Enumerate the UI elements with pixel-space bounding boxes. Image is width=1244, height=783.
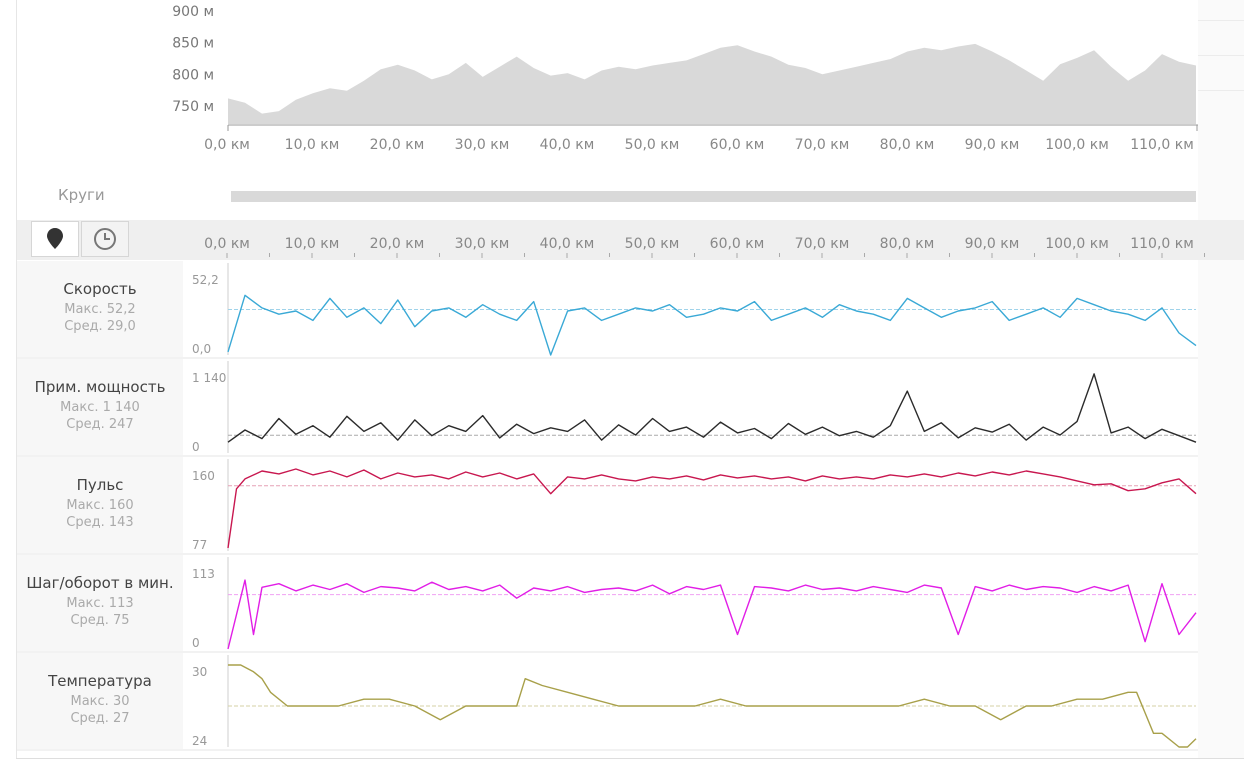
metric-label-hr: Пульс Макс. 160 Сред. 143	[17, 457, 183, 553]
elevation-x-tick: 70,0 км	[795, 137, 850, 153]
activity-charts-panel	[16, 0, 1199, 759]
metric-y-bottom: 24	[192, 734, 207, 748]
metric-name: Прим. мощность	[34, 378, 166, 396]
bottom-divider	[16, 758, 1244, 759]
laps-label: Круги	[58, 186, 105, 204]
metric-y-top: 30	[192, 665, 207, 679]
distance-axis-tick: 70,0 км	[795, 236, 850, 252]
metric-name: Температура	[48, 672, 152, 690]
metric-max: Макс. 30	[70, 694, 130, 709]
right-strip	[1198, 0, 1244, 759]
metric-max: Макс. 52,2	[64, 302, 136, 317]
distance-axis-tick: 10,0 км	[285, 236, 340, 252]
metric-avg: Сред. 27	[70, 711, 130, 726]
elevation-chart: 900 м 850 м 800 м 750 м 0,0 км 10,0 км 20,0 км…	[172, 4, 1198, 153]
elevation-x-tick: 110,0 км	[1130, 137, 1194, 153]
elevation-y-tick: 750 м	[172, 99, 214, 115]
metric-y-bottom: 0	[192, 636, 200, 650]
metric-avg: Сред. 247	[66, 417, 134, 432]
elevation-area	[228, 43, 1196, 124]
distance-axis-tick: 90,0 км	[965, 236, 1020, 252]
elevation-x-tick: 90,0 км	[965, 137, 1020, 153]
distance-axis-tick: 60,0 км	[710, 236, 765, 252]
elevation-x-tick: 50,0 км	[625, 137, 680, 153]
distance-axis-tick: 110,0 км	[1130, 236, 1194, 252]
metric-series-line-speed	[227, 294, 1197, 356]
elevation-x-tick: 10,0 км	[285, 137, 340, 153]
metric-charts: 52,2 0,0 1 140 0 160 77 113 0 30 24	[17, 261, 1198, 751]
metric-y-top: 160	[192, 469, 215, 483]
metric-avg: Сред. 75	[70, 613, 130, 628]
metric-label-speed: Скорость Макс. 52,2 Сред. 29,0	[17, 261, 183, 357]
metric-chart-area	[184, 457, 1198, 553]
time-toggle-button[interactable]	[81, 221, 129, 257]
distance-axis-tick: 50,0 км	[625, 236, 680, 252]
distance-axis-tick: 40,0 км	[540, 236, 595, 252]
elevation-x-tick: 20,0 км	[370, 137, 425, 153]
metric-y-top: 113	[192, 567, 215, 581]
metric-label-power: Прим. мощность Макс. 1 140 Сред. 247	[17, 359, 183, 455]
metric-chart-area	[184, 653, 1198, 749]
metric-name: Скорость	[63, 280, 137, 298]
distance-axis-tick: 0,0 км	[204, 236, 250, 252]
metric-avg: Сред. 143	[66, 515, 134, 530]
elevation-x-tick: 80,0 км	[880, 137, 935, 153]
elevation-y-tick: 900 м	[172, 4, 214, 20]
elevation-y-tick: 850 м	[172, 36, 214, 52]
distance-toggle-button[interactable]	[31, 221, 79, 257]
distance-axis-tick: 20,0 км	[370, 236, 425, 252]
metric-max: Макс. 160	[66, 498, 134, 513]
metric-series-line-temp	[228, 664, 1197, 748]
elevation-x-tick: 100,0 км	[1045, 137, 1109, 153]
metric-name: Пульс	[76, 476, 124, 494]
metric-name: Шаг/оборот в мин.	[26, 574, 174, 592]
elevation-y-tick: 800 м	[172, 67, 214, 83]
map-pin-icon	[47, 228, 63, 249]
metric-y-bottom: 0	[192, 440, 200, 454]
x-axis-toggle-bar	[17, 220, 1244, 260]
clock-icon	[94, 228, 116, 250]
elevation-x-tick: 30,0 км	[455, 137, 510, 153]
metric-label-cadence: Шаг/оборот в мин. Макс. 113 Сред. 75	[17, 555, 183, 651]
metric-label-temp: Температура Макс. 30 Сред. 27	[17, 653, 183, 749]
elevation-x-tick: 60,0 км	[710, 137, 765, 153]
metric-max: Макс. 1 140	[60, 400, 140, 415]
metric-y-top: 52,2	[192, 273, 219, 287]
metric-series-line-power	[227, 373, 1197, 443]
elevation-x-tick: 0,0 км	[204, 137, 250, 153]
metric-y-bottom: 0,0	[192, 342, 211, 356]
distance-axis: 0,0 км 10,0 км 20,0 км 30,0 км 40,0 км 50,0 к…	[204, 236, 1205, 258]
laps-bar[interactable]	[231, 191, 1196, 202]
metric-chart-area	[184, 359, 1198, 455]
distance-axis-tick: 100,0 км	[1045, 236, 1109, 252]
distance-axis-tick: 30,0 км	[455, 236, 510, 252]
distance-axis-tick: 80,0 км	[880, 236, 935, 252]
metric-avg: Сред. 29,0	[64, 319, 136, 334]
elevation-x-tick: 40,0 км	[540, 137, 595, 153]
metric-y-bottom: 77	[192, 538, 207, 552]
metric-chart-area	[184, 555, 1198, 651]
metric-y-top: 1 140	[192, 371, 226, 385]
metric-max: Макс. 113	[66, 596, 134, 611]
